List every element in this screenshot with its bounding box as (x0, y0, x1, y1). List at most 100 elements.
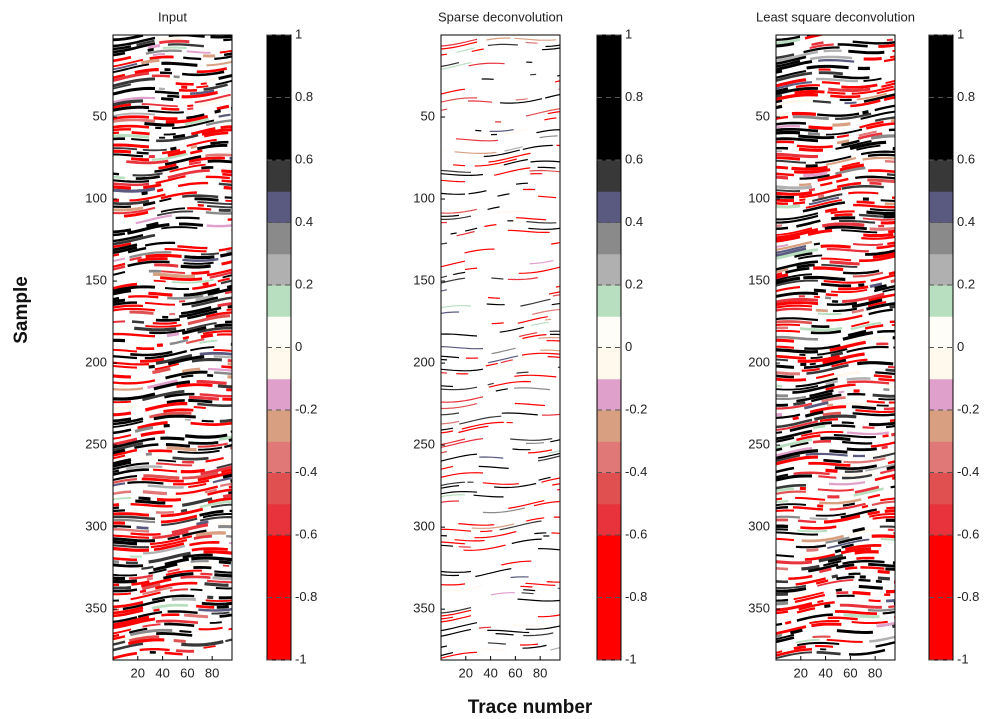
colorbar-band (267, 597, 291, 630)
seismic-event (808, 188, 816, 192)
seismic-event (113, 187, 156, 193)
colorbar-tick-label: -0.4 (625, 464, 647, 479)
seismic-event (544, 117, 557, 121)
seismic-event (198, 626, 223, 631)
seismic-event (441, 108, 448, 111)
seismic-event (862, 156, 895, 161)
seismic-event (145, 324, 182, 328)
seismic-event (220, 26, 256, 31)
seismic-event (152, 530, 189, 539)
seismic-event (776, 625, 807, 635)
seismic-event (113, 257, 126, 263)
seismic-event (206, 224, 232, 228)
seismic-event (803, 275, 846, 281)
seismic-event (199, 95, 232, 107)
seismic-event (201, 166, 214, 170)
seismic-event (127, 222, 170, 235)
seismic-event (806, 35, 814, 37)
y-tick-label: 350 (85, 601, 107, 616)
colorbar-tick-label: -0.4 (957, 464, 979, 479)
x-axis-label: Trace number (468, 697, 593, 718)
seismic-event (441, 41, 478, 50)
seismic-event (776, 268, 789, 274)
seismic-event (788, 574, 813, 580)
seismic-event (794, 252, 813, 258)
seismic-event (796, 613, 833, 622)
seismic-event (113, 387, 144, 391)
seismic-event (454, 151, 497, 154)
seismic-event (799, 174, 830, 180)
seismic-event (776, 466, 795, 474)
seismic-event (815, 372, 835, 380)
seismic-event (172, 456, 209, 461)
seismic-event (857, 132, 883, 140)
colorbar-band (267, 503, 291, 536)
seismic-event (520, 585, 533, 588)
seismic-event (131, 580, 150, 586)
colorbar-band (267, 347, 291, 380)
seismic-event (136, 39, 155, 47)
seismic-event (171, 597, 196, 602)
seismic-event (464, 227, 478, 232)
seismic-event (113, 437, 138, 447)
x-tick-label: 40 (483, 665, 497, 680)
seismic-event (219, 418, 232, 423)
seismic-event (198, 607, 232, 612)
seismic-event (113, 262, 126, 268)
seismic-event (526, 221, 557, 224)
seismic-event (856, 556, 875, 560)
colorbar-band (929, 410, 953, 442)
colorbar-band (597, 253, 621, 286)
seismic-event (441, 275, 448, 279)
seismic-event (113, 518, 156, 524)
seismic-event (850, 321, 882, 331)
seismic-event (557, 366, 560, 368)
seismic-event (827, 91, 846, 95)
seismic-event (538, 452, 560, 459)
seismic-event (830, 351, 844, 358)
seismic-event (776, 431, 783, 434)
seismic-event (525, 625, 560, 630)
seismic-event (795, 84, 820, 88)
seismic-event (206, 60, 232, 67)
seismic-event (883, 95, 895, 102)
seismic-image (441, 35, 560, 660)
x-tick-label: 60 (180, 665, 194, 680)
seismic-event (855, 175, 895, 180)
seismic-event (170, 146, 177, 151)
seismic-event (197, 143, 228, 151)
seismic-event (802, 201, 846, 213)
seismic-event (511, 624, 548, 627)
seismic-event (776, 273, 789, 280)
seismic-event (441, 616, 454, 620)
seismic-event (214, 55, 232, 60)
y-tick-label: 150 (748, 273, 770, 288)
seismic-event (205, 175, 230, 180)
seismic-event (127, 481, 164, 485)
seismic-event (852, 527, 866, 533)
seismic-event (776, 159, 807, 164)
seismic-event (224, 320, 232, 324)
seismic-event (499, 326, 524, 333)
seismic-event (776, 647, 813, 657)
seismic-event (836, 629, 873, 634)
seismic-event (776, 276, 801, 285)
seismic-event (530, 321, 549, 327)
seismic-event (475, 568, 512, 578)
seismic-event (862, 217, 895, 221)
seismic-event (214, 371, 232, 376)
seismic-event (113, 332, 156, 338)
seismic-event (228, 438, 232, 442)
seismic-event (494, 167, 531, 176)
seismic-event (441, 214, 460, 217)
x-tick-label: 80 (205, 665, 219, 680)
seismic-event (441, 372, 448, 374)
seismic-event (226, 535, 232, 538)
seismic-event (885, 368, 895, 372)
seismic-event (813, 295, 820, 299)
seismic-event (878, 397, 895, 401)
seismic-event (776, 112, 789, 118)
seismic-event (821, 81, 841, 85)
seismic-event (523, 589, 536, 592)
seismic-event (520, 298, 551, 307)
